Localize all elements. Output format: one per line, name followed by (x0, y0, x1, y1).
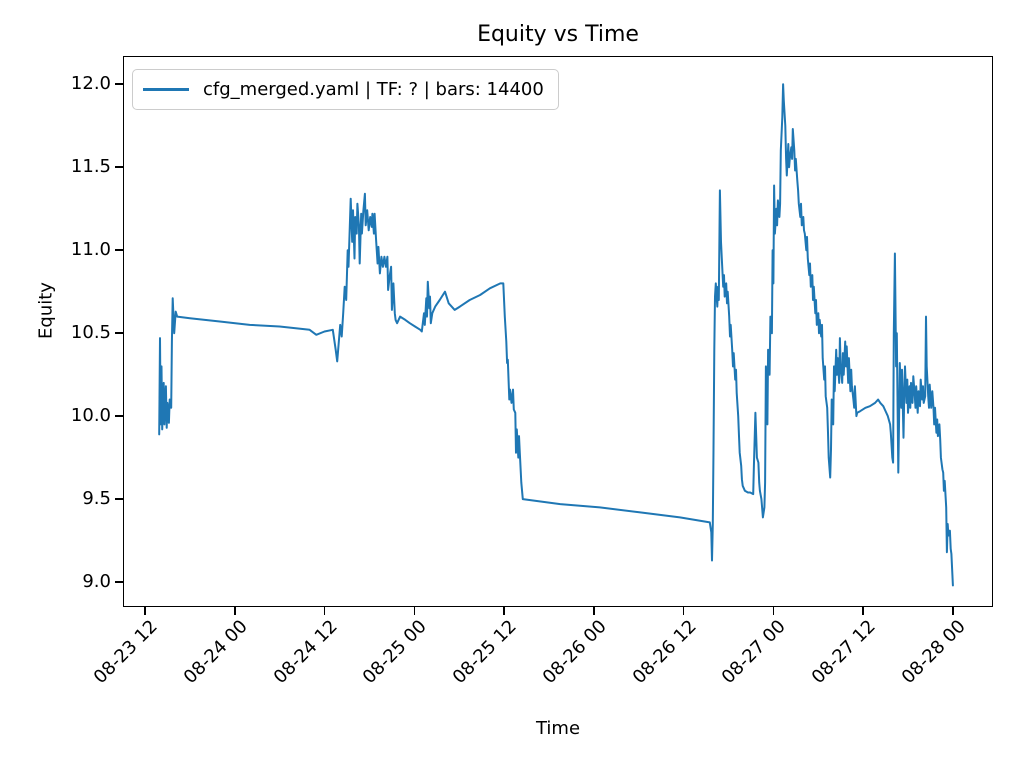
plot-area (123, 56, 993, 607)
chart-title: Equity vs Time (477, 22, 639, 47)
x-tick-mark (593, 607, 595, 615)
y-tick-mark (115, 332, 123, 334)
y-tick-label: 10.5 (70, 322, 111, 344)
x-tick-mark (772, 607, 775, 615)
y-tick-mark (115, 166, 123, 168)
y-tick-label: 11.5 (70, 156, 111, 178)
y-tick-label: 9.5 (82, 488, 111, 510)
equity-line (158, 83, 954, 587)
y-tick-mark (115, 83, 123, 85)
x-tick-mark (503, 607, 505, 615)
x-tick-mark (682, 607, 685, 615)
y-tick-label: 9.0 (82, 571, 111, 593)
y-tick-mark (115, 498, 123, 500)
legend: cfg_merged.yaml | TF: ? | bars: 14400 (132, 69, 559, 110)
x-tick-mark (323, 607, 326, 615)
x-axis-label: Time (535, 718, 581, 739)
y-tick-mark (115, 415, 123, 417)
legend-line-swatch (143, 87, 189, 92)
y-tick-label: 10.0 (70, 405, 111, 427)
x-tick-mark (413, 607, 416, 615)
legend-label: cfg_merged.yaml | TF: ? | bars: 14400 (203, 79, 544, 100)
y-tick-mark (115, 249, 123, 251)
y-axis-label: Equity (35, 282, 57, 339)
x-tick-mark (144, 607, 146, 615)
x-tick-mark (234, 607, 236, 615)
x-tick-mark (952, 607, 954, 615)
x-tick-mark (862, 607, 864, 615)
y-tick-label: 11.0 (70, 239, 111, 261)
y-tick-label: 12.0 (70, 73, 111, 95)
y-tick-mark (115, 581, 123, 583)
